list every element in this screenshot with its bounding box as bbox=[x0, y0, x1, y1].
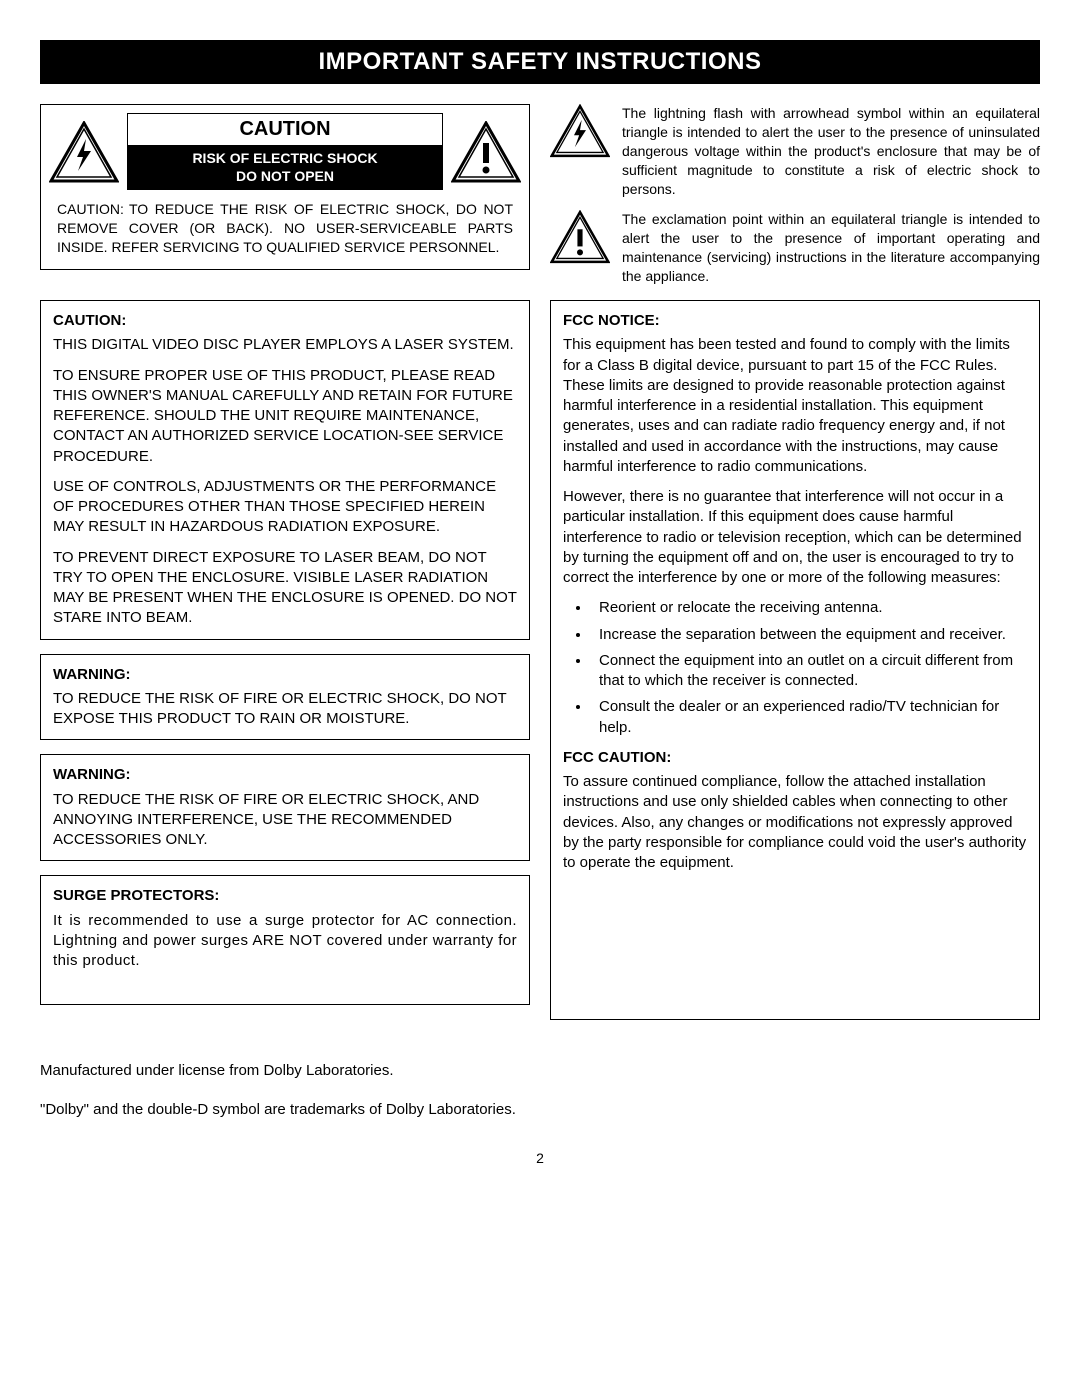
warning-accessories-box: WARNING: TO REDUCE THE RISK OF FIRE OR E… bbox=[40, 754, 530, 861]
risk-line-2: DO NOT OPEN bbox=[236, 168, 334, 184]
caution-body-lead: CAUTION: bbox=[57, 200, 129, 219]
list-item: Consult the dealer or an experienced rad… bbox=[591, 697, 1027, 738]
lightning-definition-row: The lightning flash with arrowhead symbo… bbox=[550, 104, 1040, 198]
page-title: IMPORTANT SAFETY INSTRUCTIONS bbox=[40, 40, 1040, 84]
surge-protectors-box: SURGE PROTECTORS: It is recommended to u… bbox=[40, 875, 530, 1005]
box-heading: WARNING: bbox=[53, 665, 517, 685]
box-heading: SURGE PROTECTORS: bbox=[53, 886, 517, 906]
box-heading: CAUTION: bbox=[53, 311, 517, 331]
warning-moisture-box: WARNING: TO REDUCE THE RISK OF FIRE OR E… bbox=[40, 654, 530, 741]
box-paragraph: TO REDUCE THE RISK OF FIRE OR ELECTRIC S… bbox=[53, 790, 517, 851]
caution-laser-box: CAUTION: THIS DIGITAL VIDEO DISC PLAYER … bbox=[40, 300, 530, 640]
exclamation-triangle-icon bbox=[451, 121, 521, 183]
lightning-triangle-icon bbox=[49, 121, 119, 183]
page: IMPORTANT SAFETY INSTRUCTIONS CAUTION RI… bbox=[0, 0, 1080, 1196]
fcc-caution-heading: FCC CAUTION: bbox=[563, 748, 1027, 768]
fcc-box: FCC NOTICE: This equipment has been test… bbox=[550, 300, 1040, 1020]
box-paragraph: TO PREVENT DIRECT EXPOSURE TO LASER BEAM… bbox=[53, 548, 517, 629]
fcc-caution-p1: To assure continued compliance, follow t… bbox=[563, 772, 1027, 873]
fcc-bullet-list: Reorient or relocate the receiving anten… bbox=[563, 598, 1027, 738]
risk-line-1: RISK OF ELECTRIC SHOCK bbox=[192, 150, 377, 166]
symbol-definitions: The lightning flash with arrowhead symbo… bbox=[550, 104, 1040, 286]
caution-box: CAUTION RISK OF ELECTRIC SHOCK DO NOT OP… bbox=[40, 104, 530, 270]
left-column: CAUTION: THIS DIGITAL VIDEO DISC PLAYER … bbox=[40, 300, 530, 1020]
top-row: CAUTION RISK OF ELECTRIC SHOCK DO NOT OP… bbox=[40, 104, 1040, 286]
fcc-notice-p2: However, there is no guarantee that inte… bbox=[563, 487, 1027, 588]
box-paragraph: USE OF CONTROLS, ADJUSTMENTS OR THE PERF… bbox=[53, 477, 517, 538]
page-number: 2 bbox=[40, 1150, 1040, 1166]
footer-line-1: Manufactured under license from Dolby La… bbox=[40, 1060, 1040, 1081]
exclaim-definition-text: The exclamation point within an equilate… bbox=[622, 210, 1040, 286]
caution-word: CAUTION bbox=[128, 114, 442, 145]
box-paragraph: TO ENSURE PROPER USE OF THIS PRODUCT, PL… bbox=[53, 366, 517, 467]
box-heading: WARNING: bbox=[53, 765, 517, 785]
footer-text: Manufactured under license from Dolby La… bbox=[40, 1060, 1040, 1120]
list-item: Increase the separation between the equi… bbox=[591, 625, 1027, 645]
exclamation-triangle-icon bbox=[550, 210, 610, 264]
caution-body-text: CAUTION:TO REDUCE THE RISK OF ELECTRIC S… bbox=[49, 196, 521, 261]
caution-header: CAUTION RISK OF ELECTRIC SHOCK DO NOT OP… bbox=[49, 113, 521, 190]
caution-center-label: CAUTION RISK OF ELECTRIC SHOCK DO NOT OP… bbox=[127, 113, 443, 190]
box-paragraph: TO REDUCE THE RISK OF FIRE OR ELECTRIC S… bbox=[53, 689, 517, 730]
box-paragraph: THIS DIGITAL VIDEO DISC PLAYER EMPLOYS A… bbox=[53, 335, 517, 355]
two-column-layout: CAUTION: THIS DIGITAL VIDEO DISC PLAYER … bbox=[40, 300, 1040, 1020]
lightning-triangle-icon bbox=[550, 104, 610, 158]
lightning-definition-text: The lightning flash with arrowhead symbo… bbox=[622, 104, 1040, 198]
exclaim-definition-row: The exclamation point within an equilate… bbox=[550, 210, 1040, 286]
right-column: FCC NOTICE: This equipment has been test… bbox=[550, 300, 1040, 1020]
fcc-notice-heading: FCC NOTICE: bbox=[563, 311, 1027, 331]
list-item: Reorient or relocate the receiving anten… bbox=[591, 598, 1027, 618]
caution-risk-label: RISK OF ELECTRIC SHOCK DO NOT OPEN bbox=[128, 145, 442, 189]
footer-line-2: "Dolby" and the double-D symbol are trad… bbox=[40, 1099, 1040, 1120]
list-item: Connect the equipment into an outlet on … bbox=[591, 651, 1027, 692]
fcc-notice-p1: This equipment has been tested and found… bbox=[563, 335, 1027, 477]
box-paragraph: It is recommended to use a surge protect… bbox=[53, 911, 517, 972]
